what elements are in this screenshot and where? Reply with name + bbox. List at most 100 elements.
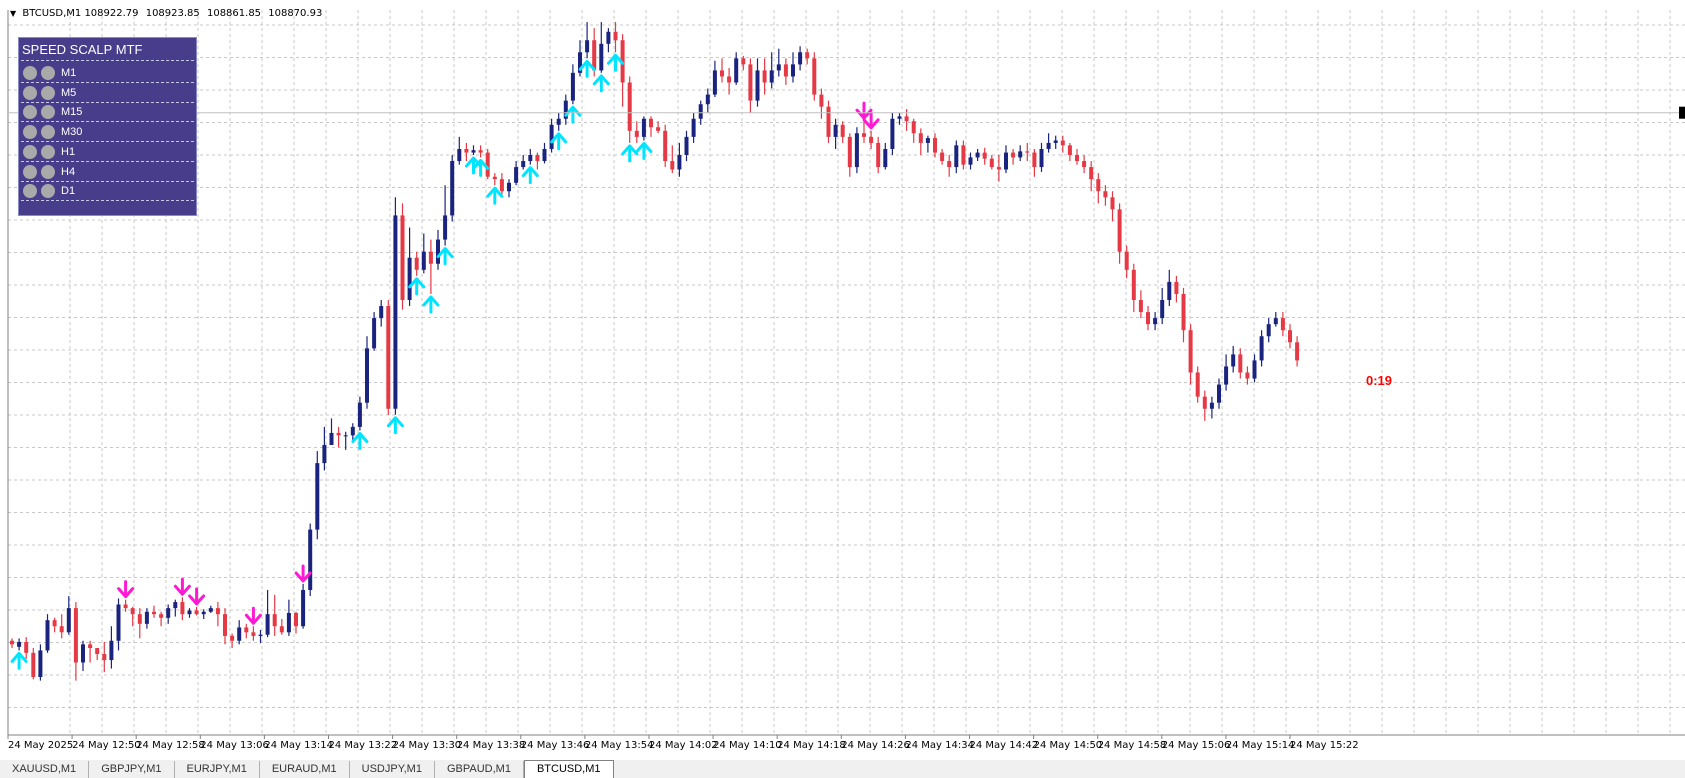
candle-bull xyxy=(1167,281,1172,300)
buy-arrow-head xyxy=(408,277,426,289)
candle-bear xyxy=(492,176,497,180)
buy-arrow-head xyxy=(635,142,653,153)
symbol-tab-bar: XAUUSD,M1 GBPJPY,M1 EURJPY,M1 EURAUD,M1 USDJ… xyxy=(0,760,1685,778)
candle-bull xyxy=(755,70,760,101)
collapse-triangle-icon[interactable]: ▼ xyxy=(10,9,17,18)
candle-bear xyxy=(961,145,966,165)
candle-bear xyxy=(102,654,107,661)
candle-bear xyxy=(95,648,100,655)
speed-scalp-panel: SPEED SCALP MTF M1 M5 M15 M30 H1 H4 D1 xyxy=(18,37,197,216)
tab-gbpaud-m1[interactable]: GBPAUD,M1 xyxy=(435,761,524,778)
tab-euraud-m1[interactable]: EURAUD,M1 xyxy=(260,761,350,778)
candle-bear xyxy=(1096,179,1101,192)
candle-bull xyxy=(1231,354,1236,367)
status-dot-icon xyxy=(23,184,37,199)
candle-bull xyxy=(1224,366,1229,385)
candle-bear xyxy=(159,614,164,618)
candle-bear xyxy=(464,148,469,153)
buy-arrow-head xyxy=(486,186,504,198)
candle-bear xyxy=(1131,269,1136,300)
tab-gbpjpy-m1[interactable]: GBPJPY,M1 xyxy=(89,761,175,778)
candle-bull xyxy=(407,257,412,300)
candle-bear xyxy=(1060,140,1065,146)
buy-arrow-icon xyxy=(386,416,404,435)
tab-btcusd-m1[interactable]: BTCUSD,M1 xyxy=(523,760,614,778)
candle-bull xyxy=(471,150,476,153)
candle-bear xyxy=(428,251,433,264)
candle-bull xyxy=(443,215,448,240)
status-dot-icon xyxy=(23,125,37,140)
signal-arrows xyxy=(10,53,880,670)
tab-usdjpy-m1[interactable]: USDJPY,M1 xyxy=(350,761,435,778)
candle-bull xyxy=(208,608,213,612)
candle-bear xyxy=(52,620,57,627)
buy-arrow-icon xyxy=(422,295,440,314)
x-tick-label: 24 May 14:26 xyxy=(841,740,910,751)
panel-separator xyxy=(21,101,194,103)
sell-arrow-head xyxy=(188,594,206,606)
candle-bull xyxy=(521,161,526,168)
sell-arrow-icon xyxy=(862,111,880,130)
candle-bear xyxy=(1117,209,1122,252)
candle-bear xyxy=(1288,330,1292,343)
candle-bear xyxy=(272,614,277,627)
buy-arrow-icon xyxy=(351,432,369,450)
sell-arrow-head xyxy=(862,118,880,130)
candle-bear xyxy=(727,76,732,83)
candle-bull xyxy=(315,463,320,530)
candle-bull xyxy=(393,215,398,409)
candle-bull xyxy=(1273,318,1278,325)
candle-bull xyxy=(173,602,178,609)
tab-xauusd-m1[interactable]: XAUUSD,M1 xyxy=(0,761,90,778)
buy-arrow-icon xyxy=(550,132,568,151)
candle-bear xyxy=(1138,300,1143,313)
candle-bear xyxy=(499,179,504,192)
ohlc-close: 108870.93 xyxy=(268,8,323,19)
buy-arrow-head xyxy=(592,74,610,86)
x-tick-label: 24 May 14:50 xyxy=(1034,740,1103,751)
candle-bull xyxy=(301,590,306,627)
buy-arrow-head xyxy=(550,132,568,144)
candle-bull xyxy=(514,167,519,183)
candle-bear xyxy=(1025,151,1030,153)
candle-bear xyxy=(535,155,540,162)
candle-bear xyxy=(130,608,135,615)
buy-arrow-head xyxy=(351,432,369,443)
panel-separator xyxy=(21,82,194,83)
timeframe-label: M1 xyxy=(61,67,77,79)
buy-arrow-icon xyxy=(607,53,624,72)
candle-bear xyxy=(1011,152,1016,158)
candle-bull xyxy=(698,104,703,119)
panel-separator xyxy=(21,121,194,123)
x-tick-label: 24 May 14:10 xyxy=(713,740,782,751)
buy-arrow-icon xyxy=(578,59,596,78)
candle-bull xyxy=(1153,318,1158,325)
x-tick-label: 24 May 15:14 xyxy=(1226,740,1295,751)
candle-bull xyxy=(528,155,533,162)
candle-bull xyxy=(549,124,554,149)
candle-timer: 0:19 xyxy=(1366,373,1393,388)
buy-arrow-icon xyxy=(486,186,504,205)
candle-bull xyxy=(578,52,582,73)
candle-bull xyxy=(1053,140,1058,143)
candle-bear xyxy=(1089,167,1094,180)
buy-arrow-head xyxy=(472,158,490,170)
candle-bear xyxy=(485,152,490,177)
sell-arrow-icon xyxy=(188,587,206,606)
candle-bull xyxy=(1259,336,1264,361)
candle-bear xyxy=(918,133,923,143)
candle-bear xyxy=(137,614,142,624)
buy-arrow-head xyxy=(607,53,624,65)
buy-arrow-icon xyxy=(621,144,639,163)
candle-bull xyxy=(507,182,511,192)
candle-bear xyxy=(230,635,235,641)
buy-arrow-head xyxy=(422,295,440,307)
x-tick-label: 24 May 14:42 xyxy=(970,740,1039,751)
chart-area[interactable]: 24 May 2025 24 May 12:50 24 May 12:58 24 Ma… xyxy=(0,0,1685,761)
panel-separator xyxy=(21,60,194,61)
candle-bear xyxy=(670,161,675,170)
tab-eurjpy-m1[interactable]: EURJPY,M1 xyxy=(175,761,260,778)
candle-bull xyxy=(350,426,355,436)
